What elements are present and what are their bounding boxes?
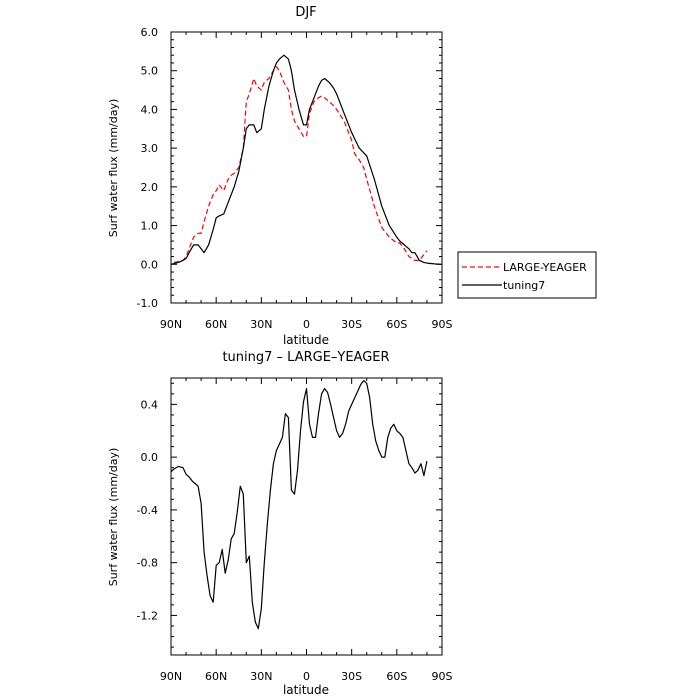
x-tick-label: 30S	[341, 670, 362, 683]
legend: LARGE-YEAGER tuning7	[457, 251, 597, 299]
y-tick-label: 0.0	[141, 451, 159, 464]
series-line-difference	[170, 380, 428, 630]
x-axis-label: latitude	[283, 333, 329, 347]
chart-title: DJF	[295, 5, 316, 20]
x-tick-label: 90N	[160, 318, 182, 331]
x-tick-label: 30N	[250, 670, 272, 683]
y-tick-label: 0.4	[141, 398, 159, 411]
plot-frame	[170, 377, 443, 656]
y-tick-label: -0.4	[137, 504, 158, 517]
y-tick-label: 5.0	[141, 65, 159, 78]
x-tick-label: 90S	[432, 318, 453, 331]
x-tick-label: 0	[303, 318, 310, 331]
chart-title: tuning7 – LARGE–YEAGER	[222, 350, 389, 365]
y-tick-label: -0.8	[137, 557, 158, 570]
x-tick-label: 60N	[205, 670, 227, 683]
bottom-panel-difference: tuning7 – LARGE–YEAGER Surf water flux (…	[107, 350, 453, 697]
y-tick-label: -1.2	[137, 609, 158, 622]
y-tick-label: 3.0	[141, 142, 159, 155]
y-tick-label: 1.0	[141, 220, 159, 233]
x-tick-label: 30S	[341, 318, 362, 331]
series-line-tuning7	[170, 54, 443, 265]
y-tick-label: 6.0	[141, 26, 159, 39]
x-tick-label: 30N	[250, 318, 272, 331]
legend-box	[457, 251, 597, 299]
y-axis-label: Surf water flux (mm/day)	[107, 448, 120, 587]
y-tick-label: 2.0	[141, 181, 159, 194]
legend-label-tuning7: tuning7	[503, 279, 545, 292]
x-tick-label: 0	[303, 670, 310, 683]
x-tick-label: 60S	[386, 670, 407, 683]
series-line-large-yeager	[173, 66, 428, 263]
x-tick-label: 60S	[386, 318, 407, 331]
legend-label-large-yeager: LARGE-YEAGER	[503, 261, 587, 274]
x-axis-label: latitude	[283, 683, 329, 697]
top-panel-djf: DJF Surf water flux (mm/day) latitude LA…	[107, 5, 597, 347]
x-tick-label: 60N	[205, 318, 227, 331]
plot-frame	[170, 31, 443, 304]
y-tick-label: 0.0	[141, 258, 159, 271]
y-tick-label: -1.0	[137, 297, 158, 310]
x-tick-label: 90N	[160, 670, 182, 683]
y-axis-label: Surf water flux (mm/day)	[107, 99, 120, 238]
y-tick-label: 4.0	[141, 103, 159, 116]
x-tick-label: 90S	[432, 670, 453, 683]
